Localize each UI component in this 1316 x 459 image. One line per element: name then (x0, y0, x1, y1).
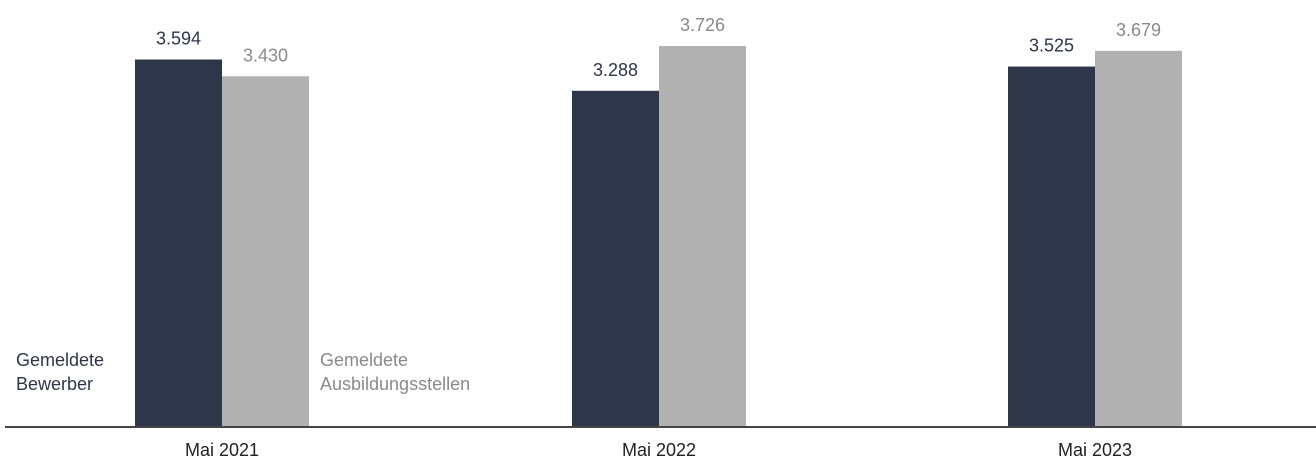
legend-bewerber: Gemeldete Bewerber (16, 348, 136, 396)
legend-stellen-line-2: Ausbildungsstellen (320, 374, 471, 394)
legend-stellen-line-1: Gemeldete (320, 350, 409, 370)
bar-s0-c2 (1008, 66, 1095, 427)
legend-bewerber-line-2: Bewerber (16, 374, 94, 394)
bar-s1-c1 (659, 46, 746, 427)
bar-s1-c0 (222, 76, 309, 427)
x-tick-label-1: Mai 2022 (622, 440, 696, 459)
data-label-s0-c1: 3.288 (593, 60, 638, 80)
data-label-s0-c0: 3.594 (156, 29, 201, 49)
data-label-s1-c1: 3.726 (680, 15, 725, 35)
data-label-s1-c0: 3.430 (243, 45, 288, 65)
legend-ausbildungsstellen: Gemeldete Ausbildungsstellen (320, 348, 540, 396)
bar-s0-c1 (572, 90, 659, 427)
data-label-s0-c2: 3.525 (1029, 36, 1074, 56)
x-tick-label-0: Mai 2021 (185, 440, 259, 459)
data-label-s1-c2: 3.679 (1116, 20, 1161, 40)
x-tick-label-2: Mai 2023 (1058, 440, 1132, 459)
legend-bewerber-line-1: Gemeldete (16, 350, 105, 370)
bar-s0-c0 (135, 59, 222, 428)
bar-s1-c2 (1095, 50, 1182, 427)
